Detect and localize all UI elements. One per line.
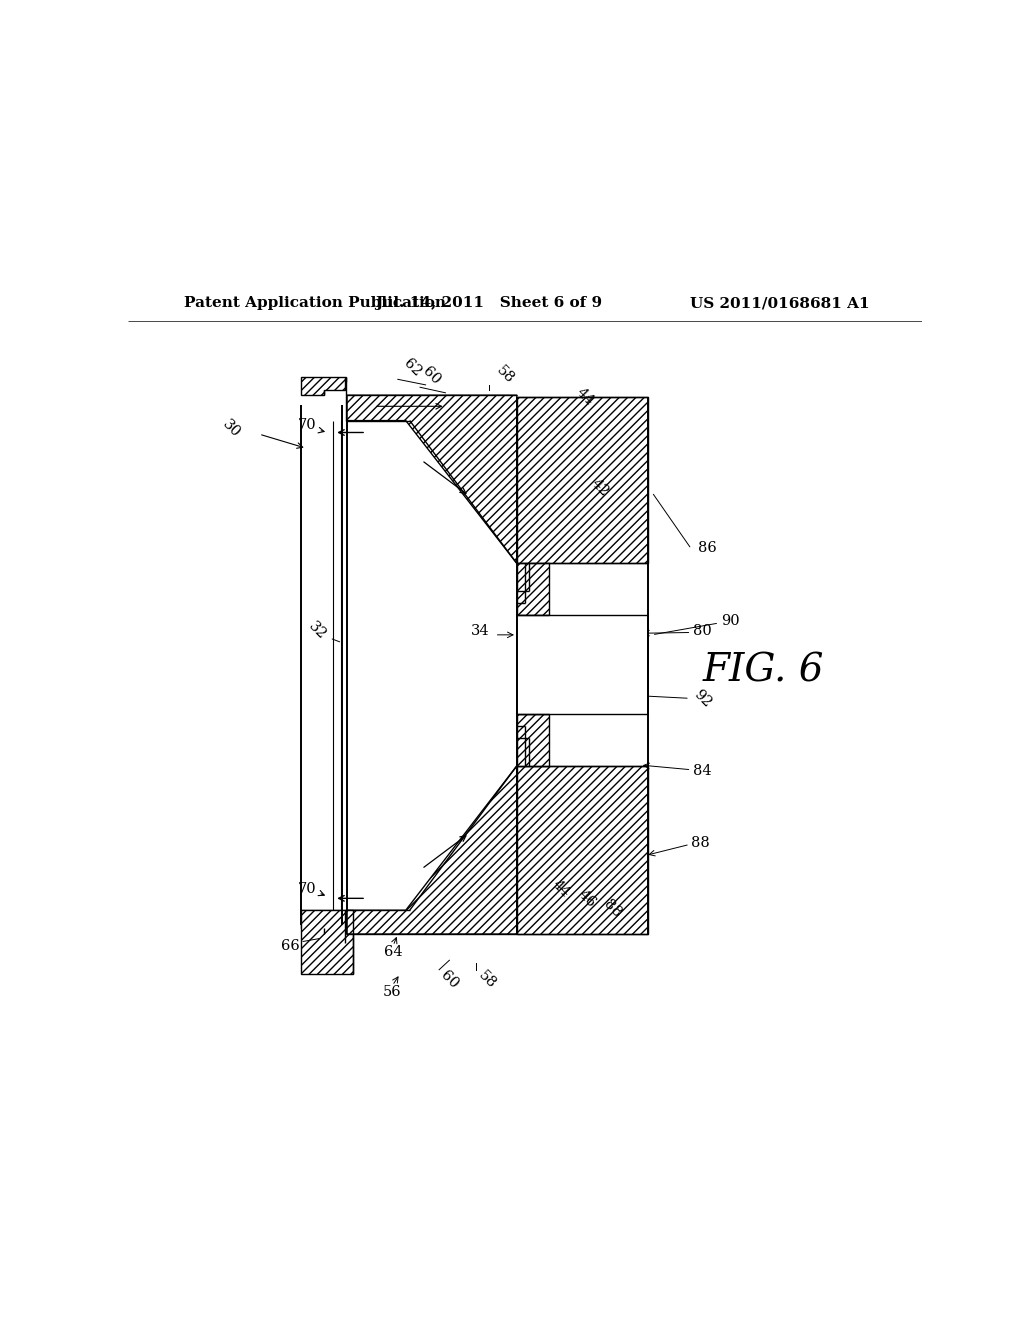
- Text: 86: 86: [697, 541, 717, 554]
- Text: 80: 80: [693, 624, 712, 638]
- Polygon shape: [517, 714, 549, 766]
- Bar: [517, 615, 648, 714]
- Text: 42: 42: [589, 477, 611, 499]
- Text: 60: 60: [438, 969, 461, 991]
- Text: US 2011/0168681 A1: US 2011/0168681 A1: [690, 296, 870, 310]
- Text: 56: 56: [383, 985, 401, 999]
- Polygon shape: [301, 911, 352, 974]
- Polygon shape: [347, 395, 517, 564]
- Text: 84: 84: [693, 764, 712, 779]
- Polygon shape: [347, 766, 517, 935]
- Text: Jul. 14, 2011   Sheet 6 of 9: Jul. 14, 2011 Sheet 6 of 9: [376, 296, 603, 310]
- Text: 62: 62: [400, 356, 424, 379]
- Text: 30: 30: [219, 417, 243, 440]
- Text: 60: 60: [421, 364, 443, 387]
- Text: 88: 88: [600, 898, 624, 920]
- Text: 64: 64: [384, 945, 402, 960]
- Text: 70: 70: [298, 882, 316, 896]
- Text: 90: 90: [722, 614, 740, 627]
- Text: 46: 46: [575, 887, 598, 909]
- Text: 58: 58: [494, 363, 516, 385]
- Polygon shape: [517, 397, 648, 564]
- Text: 58: 58: [475, 969, 499, 991]
- Text: 70: 70: [298, 418, 316, 433]
- Text: 92: 92: [691, 686, 715, 710]
- Text: 44: 44: [549, 878, 572, 900]
- Polygon shape: [517, 564, 549, 615]
- Text: FIG. 6: FIG. 6: [702, 652, 823, 689]
- Text: 88: 88: [691, 836, 711, 850]
- Polygon shape: [301, 378, 346, 395]
- Text: 44: 44: [573, 385, 597, 408]
- Text: Patent Application Publication: Patent Application Publication: [183, 296, 445, 310]
- Polygon shape: [301, 911, 346, 942]
- Text: 34: 34: [470, 624, 489, 638]
- Polygon shape: [517, 766, 648, 935]
- Text: 32: 32: [305, 619, 329, 643]
- Text: 66: 66: [282, 939, 300, 953]
